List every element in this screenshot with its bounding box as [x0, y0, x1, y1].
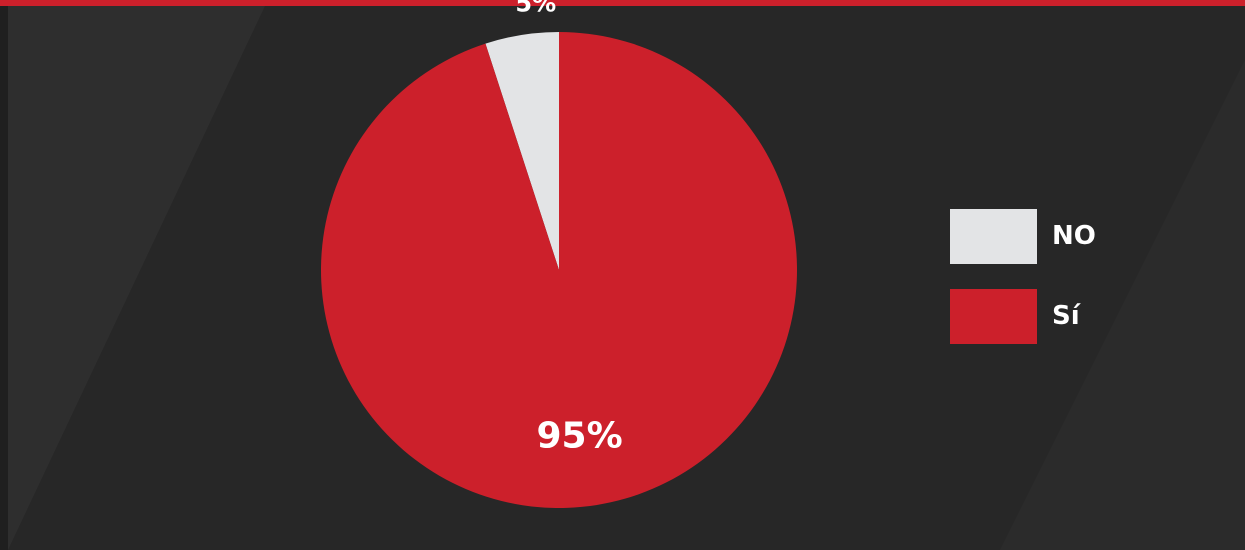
background-stripe-right: [1000, 60, 1245, 550]
legend-label-no: NO: [1052, 221, 1096, 251]
legend-swatch-no: [950, 209, 1037, 264]
data-label-no: 5%: [515, 0, 556, 17]
top-accent-bar: [0, 0, 1245, 6]
pie-slices: [321, 32, 798, 509]
data-label-s-: 95%: [537, 416, 623, 457]
chart-legend: NO Sí: [950, 209, 1096, 344]
legend-swatch-s-: [950, 289, 1037, 344]
pie-slice-s-: [321, 32, 798, 509]
pie-slice-labels: 5% 95%: [515, 0, 622, 457]
left-edge-bar: [0, 0, 8, 550]
legend-label-s-: Sí: [1052, 301, 1082, 331]
background-stripe-left: [8, 6, 265, 550]
pie-slice-no: [485, 32, 559, 270]
